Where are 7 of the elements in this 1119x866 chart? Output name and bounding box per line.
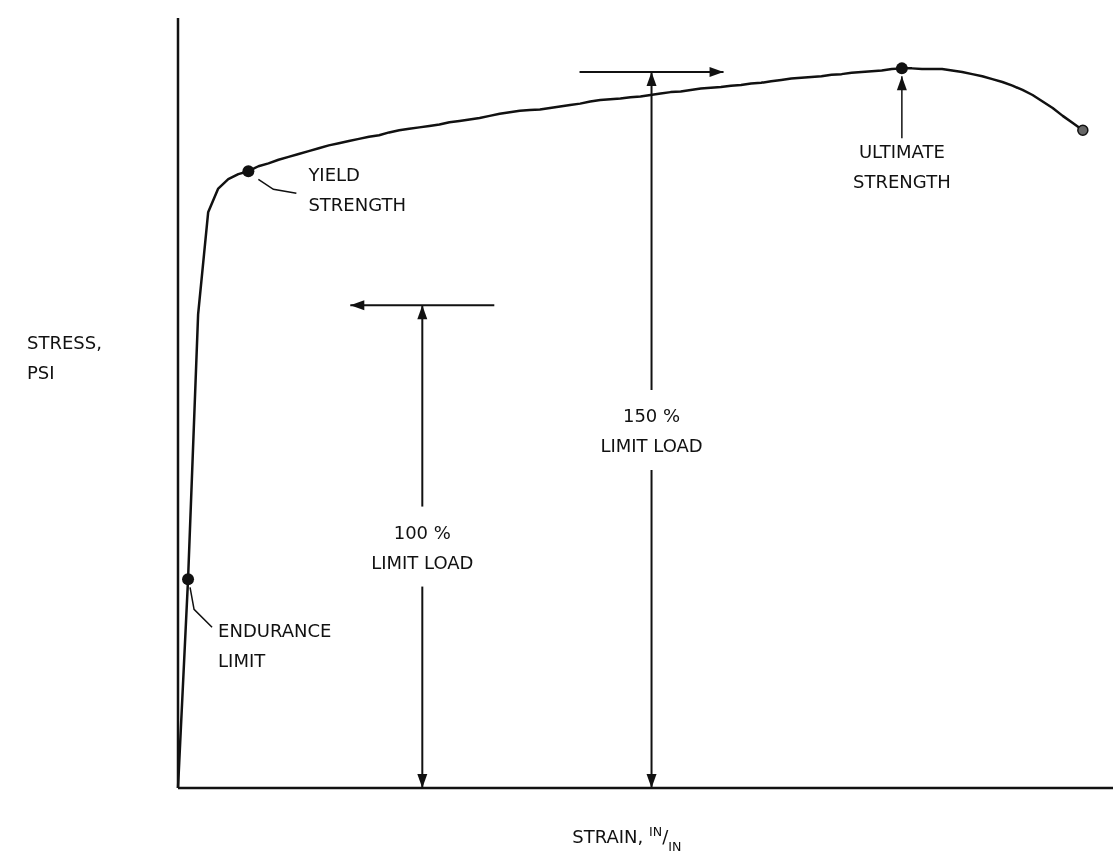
x-axis-title: STRAIN, $^{IN}$/$_{IN}$ — [572, 823, 682, 854]
annotation: 100 % LIMIT LOAD — [371, 521, 474, 573]
y-axis-title: STRESS, PSI — [27, 332, 102, 384]
annotation: YIELD STRENGTH — [307, 164, 406, 216]
annotation: ULTIMATE STRENGTH — [853, 141, 951, 193]
annotation: ENDURANCE LIMIT — [218, 620, 332, 672]
annotation: 150 % LIMIT LOAD — [600, 404, 703, 456]
